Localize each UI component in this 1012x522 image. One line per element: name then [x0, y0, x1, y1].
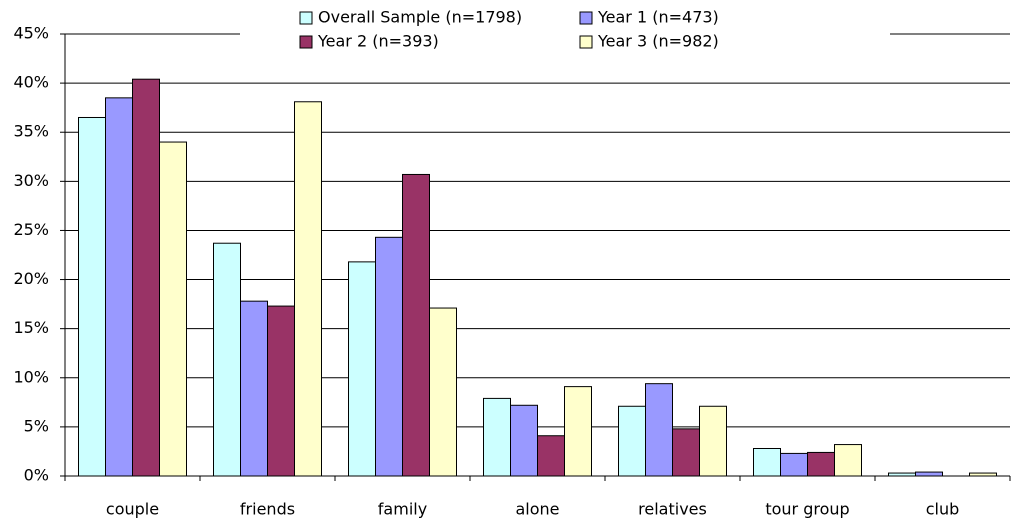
x-tick-label: relatives — [638, 500, 707, 519]
x-tick-label: tour group — [765, 500, 849, 519]
legend-label: Year 2 (n=393) — [317, 32, 439, 51]
x-tick-label: family — [378, 500, 427, 519]
legend-swatch — [299, 11, 313, 25]
x-tick-label: friends — [240, 500, 295, 519]
bar — [780, 452, 808, 477]
y-tick-label: 35% — [13, 122, 49, 141]
legend-box — [240, 4, 890, 56]
bar — [672, 428, 700, 477]
bar — [618, 405, 646, 477]
y-tick-label: 40% — [13, 73, 49, 92]
bar — [807, 451, 835, 477]
bar — [510, 404, 538, 477]
bar — [105, 97, 133, 477]
bar — [888, 472, 916, 477]
y-tick-label: 20% — [13, 269, 49, 288]
bar — [78, 116, 106, 477]
bar — [348, 261, 376, 477]
bar — [564, 386, 592, 477]
legend-label: Year 1 (n=473) — [597, 8, 719, 27]
x-tick-label: couple — [106, 500, 159, 519]
legend-swatch — [299, 35, 313, 49]
bar — [834, 444, 862, 477]
bar — [294, 101, 322, 477]
legend-label: Overall Sample (n=1798) — [318, 8, 522, 27]
legend-swatch — [579, 35, 593, 49]
legend-swatch — [579, 11, 593, 25]
bar — [132, 78, 160, 477]
y-tick-label: 45% — [13, 24, 49, 43]
bar — [645, 383, 673, 477]
bar — [375, 236, 403, 477]
bar — [240, 300, 268, 477]
y-tick-label: 10% — [13, 367, 49, 386]
bar — [915, 471, 943, 477]
y-tick-label: 30% — [13, 171, 49, 190]
bar — [699, 405, 727, 477]
bar — [267, 305, 295, 477]
bar — [753, 447, 781, 477]
bar — [213, 242, 241, 477]
y-tick-label: 25% — [13, 220, 49, 239]
bar — [159, 141, 187, 477]
x-tick-label: club — [926, 500, 960, 519]
bar — [537, 435, 565, 477]
bar — [969, 472, 997, 477]
bar — [483, 397, 511, 477]
bar — [402, 173, 430, 477]
legend-label: Year 3 (n=982) — [597, 32, 719, 51]
y-tick-label: 15% — [13, 318, 49, 337]
y-tick-label: 5% — [24, 416, 49, 435]
y-tick-label: 0% — [24, 466, 49, 485]
x-tick-label: alone — [515, 500, 559, 519]
bar — [429, 307, 457, 477]
